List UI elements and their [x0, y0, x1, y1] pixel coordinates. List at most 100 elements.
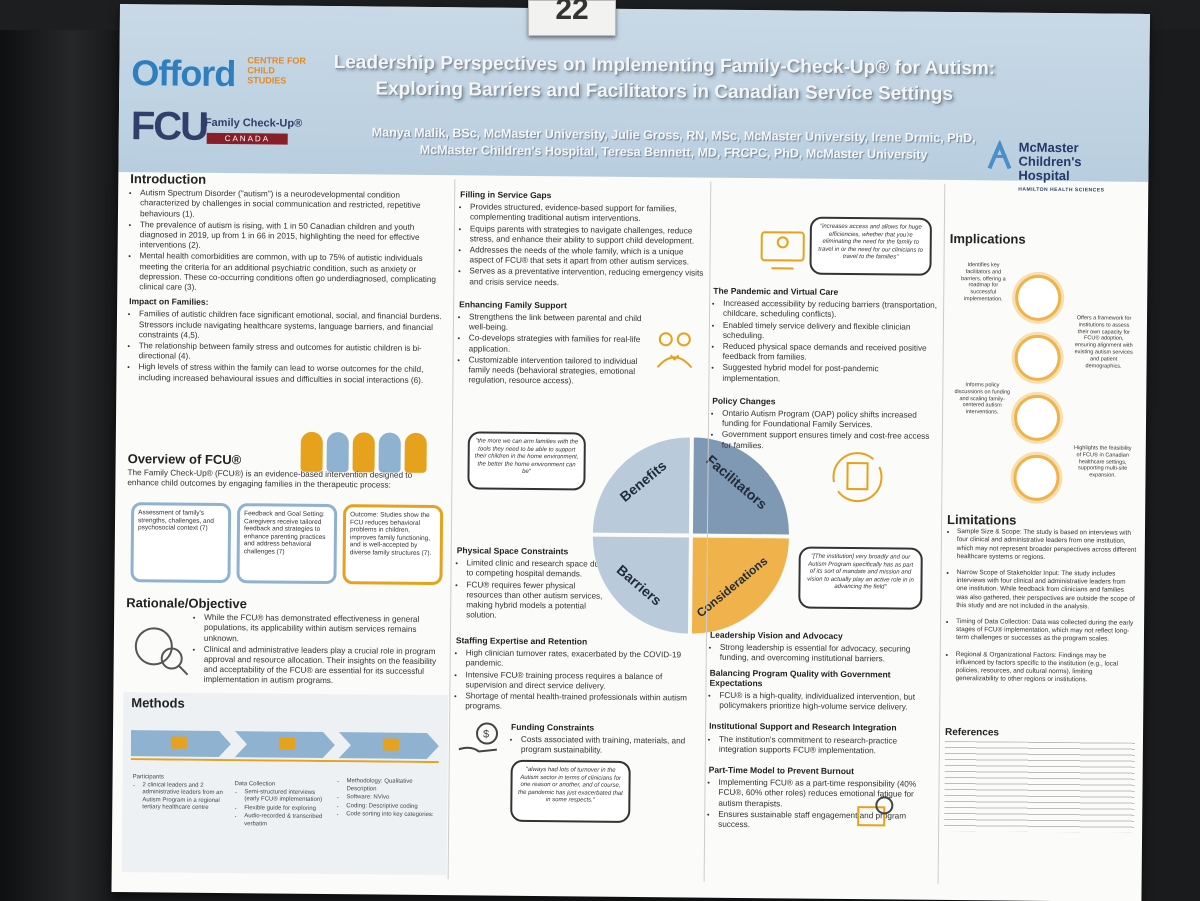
overview-heading: Overview of FCU®: [127, 451, 242, 468]
families-heading: Impact on Families:: [129, 296, 209, 308]
space-constraints-list: Limited clinic and research space due to…: [456, 558, 607, 622]
list-item: Customizable intervention tailored to in…: [468, 355, 648, 387]
list-item: Addresses the needs of the whole family,…: [470, 245, 708, 268]
list-item: The prevalence of autism is rising, with…: [140, 220, 448, 254]
institutional-list: The institution's commitment to research…: [709, 734, 935, 757]
facilitators-section: The Pandemic and Virtual Care Increased …: [712, 282, 940, 454]
family-heart-icon: [656, 332, 693, 369]
list-item: Ensures sustainable staff engagement and…: [718, 810, 934, 832]
list-item: Co-develops strategies with families for…: [469, 334, 649, 356]
list-item: Implementing FCU® as a part-time respons…: [718, 778, 934, 811]
list-item: Semi-structured interviews (early FCU® i…: [244, 789, 326, 805]
references-section: References: [944, 724, 1135, 833]
virtual-care-list: Increased accessibility by reducing barr…: [712, 299, 939, 386]
list-item: Methodology: Qualitative Description: [346, 778, 436, 794]
methods-heading: Methods: [131, 695, 185, 711]
overview-section: Overview of FCU® The Family Check-Up® (F…: [127, 451, 445, 492]
space-constraints-heading: Physical Space Constraints: [456, 545, 569, 557]
staffing-list: High clinician turnover rates, exacerbat…: [455, 648, 702, 714]
wheel-facilitators-label: Facilitators: [703, 451, 771, 513]
service-gaps-list: Provides structured, evidence-based supp…: [459, 202, 708, 289]
fcu-logo: FCU: [131, 104, 208, 150]
poster-number: 22: [555, 0, 589, 26]
limitations-section: Limitations Sample Size & Scope: The stu…: [946, 512, 1138, 686]
list-item: Software: NVivo: [346, 794, 436, 802]
mcmaster-logo-icon: [987, 140, 1012, 170]
methods-process-arrows: [130, 730, 439, 764]
brain-puzzle-icon: [134, 627, 189, 676]
implications-heading: Implications: [949, 230, 1026, 247]
funding-heading: Funding Constraints: [511, 721, 595, 733]
list-item: Serves as a preventative intervention, r…: [469, 267, 707, 290]
facilitators-quote-bubble: "increases access and allows for huge ef…: [809, 216, 932, 276]
list-item: Strengthens the link between parental an…: [469, 312, 649, 334]
list-item: Narrow Scope of Stakeholder Input: The s…: [956, 569, 1136, 612]
wall: [0, 0, 120, 901]
framework-icon: [1014, 334, 1061, 382]
barriers-quote-bubble: "always had lots of turnover in the Auti…: [510, 759, 631, 823]
svg-text:$: $: [483, 729, 489, 741]
list-item: While the FCU® has demonstrated effectiv…: [204, 613, 444, 646]
implication-text: Highlights the feasibility of FCU® in Ca…: [1074, 445, 1132, 479]
poster-header: Offord CENTRE FOR CHILD STUDIES FCU Fami…: [118, 4, 1150, 193]
list-item: Limited clinic and research space due to…: [466, 559, 606, 581]
poster-title: Leadership Perspectives on Implementing …: [304, 50, 1024, 109]
list-item: Intensive FCU® training process requires…: [465, 670, 701, 693]
list-item: Sample Size & Scope: The study is based …: [957, 528, 1137, 563]
list-item: Regional & Organizational Factors: Findi…: [956, 651, 1136, 686]
wheel-barriers: Barriers: [591, 536, 689, 634]
methods-participants: Participants 2 clinical leaders and 2 ad…: [132, 774, 224, 813]
considerations-section: Leadership Vision and Advocacy Strong le…: [708, 626, 936, 833]
list-item: High levels of stress within the family …: [138, 363, 446, 386]
references-fine-print: [944, 741, 1135, 833]
leadership-list: Strong leadership is essential for advoc…: [710, 643, 936, 666]
list-item: Equips parents with strategies to naviga…: [470, 224, 708, 247]
virtual-care-icon: [760, 231, 805, 270]
funding-list: Costs associated with training, material…: [511, 735, 701, 757]
list-item: Ontario Autism Program (OAP) policy shif…: [722, 409, 938, 431]
limitations-list: Sample Size & Scope: The study is based …: [946, 528, 1137, 685]
fcu-logo-text: FCU: [130, 104, 208, 149]
briefcase-clock-icon: [857, 796, 894, 827]
list-item: Audio-recorded & transcribed verbatim: [244, 813, 326, 829]
family-support-list: Strengthens the link between parental an…: [458, 312, 649, 387]
part-time-heading: Part-Time Model to Prevent Burnout: [708, 764, 855, 777]
list-item: Families of autistic children face signi…: [139, 310, 447, 344]
megaphone-icon: [1013, 394, 1061, 442]
list-item: Suggested hybrid model for post-pandemic…: [722, 363, 938, 385]
implication-text: Informs policy discussions on funding an…: [954, 382, 1011, 416]
policy-heading: Policy Changes: [712, 395, 776, 407]
list-item: The institution's commitment to research…: [719, 734, 935, 756]
implication-text: Identifies key facilitators and barriers…: [961, 262, 1006, 303]
list-item: Increased accessibility by reducing barr…: [723, 299, 939, 321]
virtual-care-heading: The Pandemic and Virtual Care: [713, 285, 839, 297]
data-collection-list: Semi-structured interviews (early FCU® i…: [234, 789, 326, 829]
balancing-heading: Balancing Program Quality with Governmen…: [709, 667, 891, 689]
leadership-heading: Leadership Vision and Advocacy: [709, 629, 843, 641]
wheel-benefits-label: Benefits: [616, 457, 670, 505]
mcmaster-logo-line3: Hospital: [1018, 167, 1070, 184]
title-line-2: Exploring Barriers and Facilitators in C…: [375, 78, 954, 105]
implication-text: Offers a framework for institutions to a…: [1074, 315, 1133, 370]
list-item: Flexible guide for exploring: [244, 805, 326, 813]
overview-box-feedback: Feedback and Goal Setting: Caregivers re…: [236, 503, 338, 585]
column-divider: [447, 179, 456, 880]
list-item: Code sorting into key categories:: [346, 811, 436, 819]
benefits-quote-bubble: "the more we can arm families with the t…: [467, 431, 586, 491]
list-item: Strong leadership is essential for advoc…: [720, 643, 936, 665]
methods-analysis-list: Methodology: Qualitative Description Sof…: [336, 778, 436, 819]
institutional-heading: Institutional Support and Research Integ…: [709, 721, 897, 733]
service-gaps-heading: Filling in Service Gaps: [460, 189, 552, 201]
document-cycle-icon: [832, 452, 883, 503]
list-item: FCU® requires fewer physical resources t…: [466, 580, 606, 622]
fcu-logo-canada: CANADA: [206, 132, 289, 145]
list-item: Enabled timely service delivery and flex…: [723, 320, 939, 342]
staffing-section: Staffing Expertise and Retention High cl…: [455, 631, 702, 715]
rationale-heading: Rationale/Objective: [126, 595, 247, 612]
mcmaster-logo: McMaster Children's Hospital HAMILTON HE…: [987, 140, 1105, 198]
list-item: Autism Spectrum Disorder ("autism") is a…: [140, 188, 448, 222]
list-item: Coding: Descriptive coding: [346, 803, 436, 811]
list-item: Clinical and administrative leaders play…: [203, 645, 443, 688]
mcmaster-logo-line4: HAMILTON HEALTH SCIENCES: [1018, 186, 1105, 194]
